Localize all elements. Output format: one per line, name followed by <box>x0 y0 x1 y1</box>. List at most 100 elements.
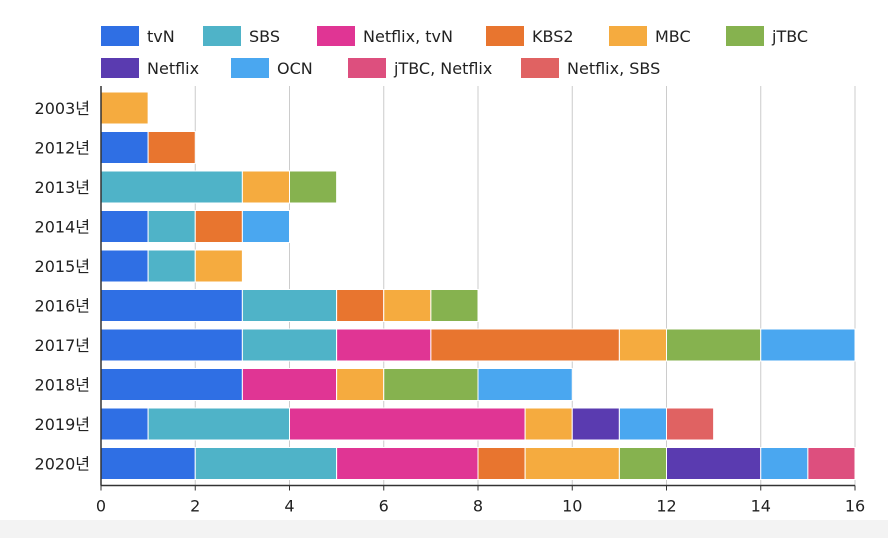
legend-item-jtbc-netflix: jTBC, Netflix <box>348 58 492 78</box>
legend-swatch-jtbc <box>726 26 764 46</box>
legend-item-netflix-sbs: Netflix, SBS <box>521 58 660 78</box>
bar-2016-mbc <box>383 289 432 322</box>
legend-swatch-netflix-sbs <box>521 58 559 78</box>
bar-2017-mbc <box>618 328 667 362</box>
legend-item-jtbc: jTBC <box>726 26 808 46</box>
gridlines <box>194 86 856 486</box>
bar-2017-jtbc <box>666 328 762 362</box>
legend-item-netflix: Netflix <box>101 58 199 78</box>
bars <box>100 91 856 480</box>
bar-2015-mbc <box>194 249 243 283</box>
bar-2014-kbs2 <box>194 210 243 243</box>
bar-2012-tvn <box>100 131 149 164</box>
bar-2015-tvn <box>100 249 149 283</box>
bar-2019-tvn <box>100 407 149 441</box>
legend-swatch-netflix <box>101 58 139 78</box>
x-tick-label-14: 14 <box>751 497 771 516</box>
bar-2017-tvn <box>100 328 243 362</box>
legend-item-kbs2: KBS2 <box>486 26 574 46</box>
bar-2018-tvn <box>100 368 243 401</box>
legend-item-tvn: tvN <box>101 26 175 46</box>
legend-label-tvn: tvN <box>147 27 175 46</box>
bar-2013-jtbc <box>289 170 338 204</box>
bar-2019-mbc <box>524 407 573 441</box>
legend-label-jtbc-netflix: jTBC, Netflix <box>393 59 492 78</box>
y-label-5: 2016년 <box>35 297 90 316</box>
legend-swatch-kbs2 <box>486 26 524 46</box>
x-axis-ticks: 0 2 4 6 8 10 12 14 16 <box>96 485 865 516</box>
legend-item-sbs: SBS <box>203 26 280 46</box>
x-tick-label-0: 0 <box>96 497 106 516</box>
bar-2017-netflix-tvn <box>336 328 432 362</box>
y-label-8: 2019년 <box>35 415 90 434</box>
bar-2020-jtbc <box>618 447 667 480</box>
bar-2016-jtbc <box>430 289 479 322</box>
bar-2020-tvn <box>100 447 196 480</box>
x-tick-label-6: 6 <box>379 497 389 516</box>
y-label-3: 2014년 <box>35 218 90 237</box>
bar-2019-ocn <box>618 407 667 441</box>
x-tick-label-4: 4 <box>284 497 294 516</box>
legend-swatch-ocn <box>231 58 269 78</box>
legend-label-mbc: MBC <box>655 27 691 46</box>
bar-2016-kbs2 <box>336 289 385 322</box>
bar-2015-sbs <box>147 249 196 283</box>
x-tick-label-10: 10 <box>562 497 582 516</box>
bar-2020-netflix-tvn <box>336 447 479 480</box>
y-label-9: 2020년 <box>35 455 90 474</box>
x-tick-label-16: 16 <box>845 497 865 516</box>
bar-2014-ocn <box>241 210 290 243</box>
bar-2018-jtbc <box>383 368 479 401</box>
y-label-2: 2013년 <box>35 178 90 197</box>
y-label-4: 2015년 <box>35 257 90 276</box>
y-label-6: 2017년 <box>35 336 90 355</box>
y-axis-labels: 2003년 2012년 2013년 2014년 2015년 2016년 2017년 2018년… <box>35 99 90 474</box>
bar-2016-sbs <box>241 289 338 322</box>
footer-band <box>0 520 888 538</box>
bar-2012-kbs2 <box>147 131 196 164</box>
bar-2014-sbs <box>147 210 196 243</box>
bar-2018-mbc <box>336 368 385 401</box>
legend-label-sbs: SBS <box>249 27 280 46</box>
legend-label-kbs2: KBS2 <box>532 27 574 46</box>
legend-label-netflix-tvn: Netflix, tvN <box>363 27 453 46</box>
bar-2003-mbc <box>100 91 149 125</box>
legend-swatch-mbc <box>609 26 647 46</box>
legend-swatch-tvn <box>101 26 139 46</box>
y-label-7: 2018년 <box>35 376 90 395</box>
bar-2018-netflix-tvn <box>241 368 338 401</box>
legend-swatch-jtbc-netflix <box>348 58 386 78</box>
bar-2019-netflix <box>571 407 620 441</box>
bar-2017-sbs <box>241 328 338 362</box>
bar-2020-ocn <box>760 447 809 480</box>
legend-label-ocn: OCN <box>277 59 313 78</box>
bar-2020-jtbc-netflix <box>807 447 856 480</box>
bar-2013-mbc <box>241 170 290 204</box>
bar-2017-kbs2 <box>430 328 620 362</box>
bar-2018-ocn <box>477 368 573 401</box>
legend-swatch-netflix-tvn <box>317 26 355 46</box>
bar-2020-sbs <box>194 447 338 480</box>
legend-item-netflix-tvn: Netflix, tvN <box>317 26 453 46</box>
y-label-1: 2012년 <box>35 139 90 158</box>
legend-label-netflix: Netflix <box>147 59 199 78</box>
legend-item-mbc: MBC <box>609 26 691 46</box>
bar-2019-netflix-tvn <box>289 407 526 441</box>
y-label-0: 2003년 <box>35 99 90 118</box>
bar-2020-mbc <box>524 447 620 480</box>
bar-2019-sbs <box>147 407 290 441</box>
bar-2016-tvn <box>100 289 243 322</box>
legend: tvN SBS Netflix, tvN KBS2 MBC jTBC Netflix OCN j… <box>101 26 808 78</box>
x-tick-label-8: 8 <box>473 497 483 516</box>
bar-2020-netflix <box>666 447 762 480</box>
legend-item-ocn: OCN <box>231 58 313 78</box>
bar-2014-tvn <box>100 210 149 243</box>
bar-2020-kbs2 <box>477 447 526 480</box>
bar-2017-ocn <box>760 328 856 362</box>
x-tick-label-2: 2 <box>190 497 200 516</box>
legend-swatch-sbs <box>203 26 241 46</box>
x-tick-label-12: 12 <box>656 497 676 516</box>
legend-label-jtbc: jTBC <box>771 27 808 46</box>
